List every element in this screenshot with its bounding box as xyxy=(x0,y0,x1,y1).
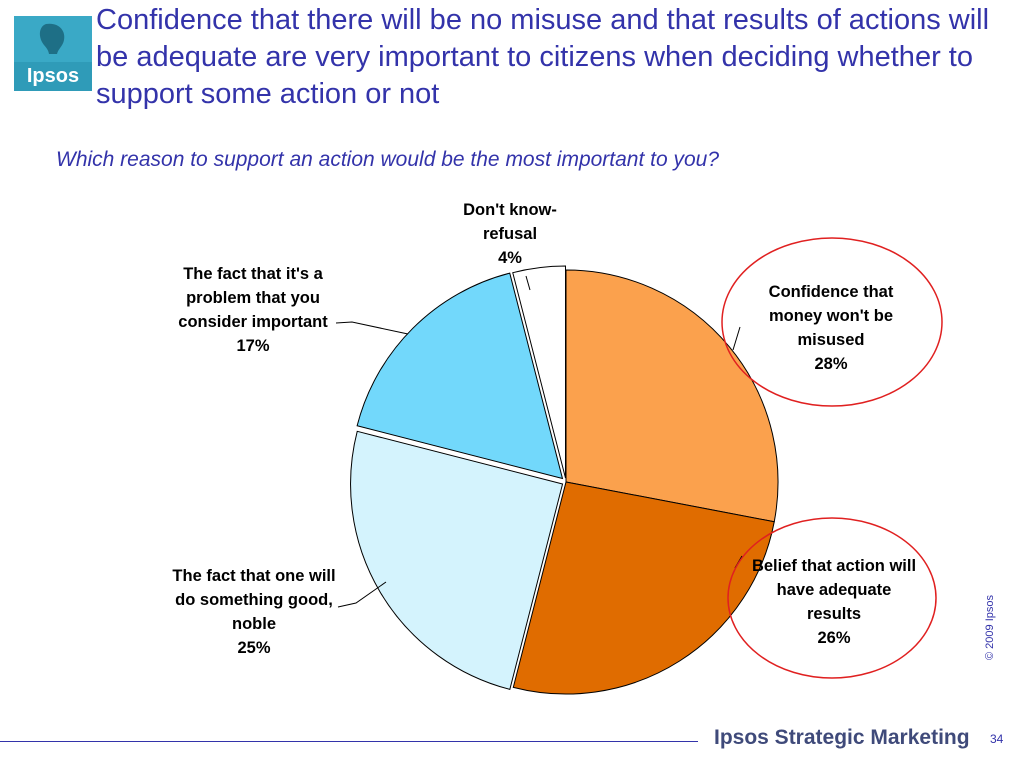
highlight-ellipse-misuse xyxy=(721,237,943,407)
label-noble: The fact that one will do something good… xyxy=(164,564,344,660)
highlight-ellipse-results xyxy=(727,517,937,679)
pie-slice-misuse xyxy=(565,269,779,523)
pie-slice-important xyxy=(356,272,564,480)
label-noble-text: The fact that one will do something good… xyxy=(172,567,336,633)
label-dontknow-text: Don't know-refusal xyxy=(463,201,557,243)
label-dontknow: Don't know-refusal 4% xyxy=(440,198,580,270)
copyright: © 2009 Ipsos xyxy=(984,595,996,660)
label-misuse: Confidence that money won't be misused 2… xyxy=(750,280,912,376)
leader-line-noble xyxy=(337,581,387,608)
label-important: The fact that it's a problem that you co… xyxy=(172,262,334,358)
label-noble-value: 25% xyxy=(237,639,271,657)
label-results-text: Belief that action will have adequate re… xyxy=(751,557,917,623)
leader-line-important xyxy=(335,321,409,335)
label-important-text: The fact that it's a problem that you co… xyxy=(178,265,328,331)
ipsos-logo: Ipsos xyxy=(14,16,92,91)
label-misuse-text: Confidence that money won't be misused xyxy=(768,283,894,349)
label-results: Belief that action will have adequate re… xyxy=(748,554,920,650)
footer-divider xyxy=(0,741,698,742)
logo-text: Ipsos xyxy=(27,65,79,87)
page-number: 34 xyxy=(990,732,1004,746)
page-title: Confidence that there will be no misuse … xyxy=(96,4,990,110)
pie-slice-noble xyxy=(350,430,564,690)
pie-slice-dontknow xyxy=(512,265,566,479)
chart-question: Which reason to support an action would … xyxy=(56,148,720,171)
label-results-value: 26% xyxy=(817,629,851,647)
leader-line-misuse xyxy=(732,326,741,351)
footer-brand: Ipsos Strategic Marketing xyxy=(714,726,970,749)
pie-slice-results xyxy=(512,481,775,695)
label-important-value: 17% xyxy=(236,337,270,355)
label-dontknow-value: 4% xyxy=(498,249,522,267)
label-misuse-value: 28% xyxy=(814,355,848,373)
leader-line-dontknow xyxy=(525,275,531,291)
